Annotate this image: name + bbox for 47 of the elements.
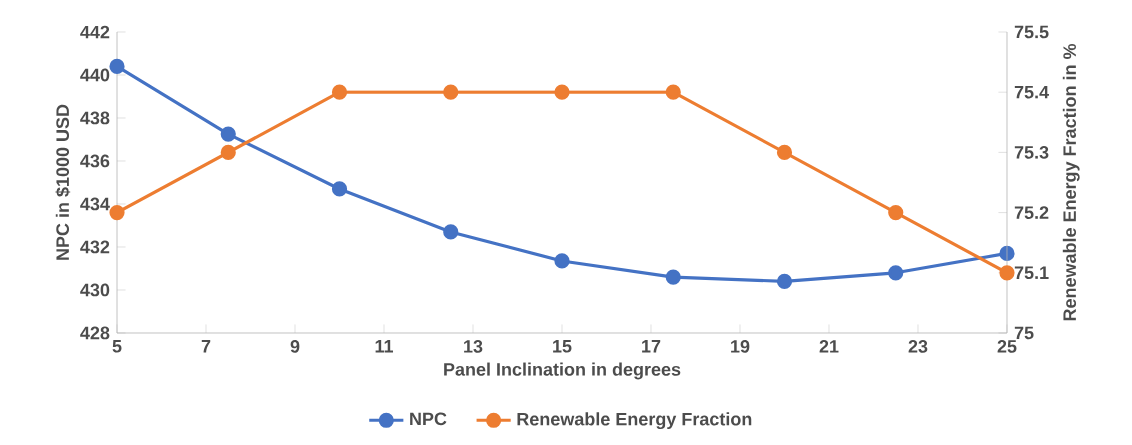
point (665, 84, 681, 100)
x-tick-label: 7 (201, 340, 211, 353)
point (776, 273, 793, 289)
x-tick-label: 25 (997, 340, 1017, 353)
y-tick-label: 442 (80, 25, 110, 39)
x-tick-label: 17 (642, 340, 661, 353)
x-tick-label: 9 (290, 340, 300, 353)
x-axis-title: Panel Inclination in degrees (444, 362, 681, 380)
y2-tick-label: 75.3 (1014, 146, 1049, 159)
y-axis-title: NPC in $1000 USD (55, 104, 71, 260)
y-tick-label: 428 (80, 326, 110, 340)
point (888, 204, 904, 221)
point (220, 126, 236, 142)
y-tick-label: 438 (80, 111, 110, 125)
y2-axis-title: Renewable Energy Fraction in % (1062, 43, 1080, 321)
point (888, 265, 904, 281)
point (554, 253, 570, 269)
point (220, 144, 236, 160)
point (109, 204, 125, 221)
y2-tick-label: 75 (1014, 326, 1034, 340)
y-tick-label: 440 (80, 68, 110, 82)
point (665, 269, 681, 285)
x-tick-label: 13 (464, 340, 483, 353)
point (331, 181, 348, 197)
point (331, 84, 348, 100)
x-tick-label: 15 (553, 340, 572, 353)
y-tick-label: 436 (80, 154, 110, 168)
x-tick-label: 21 (819, 340, 839, 353)
y2-tick-label: 75.4 (1014, 85, 1049, 99)
legend-label: Renewable Energy Fraction (517, 412, 752, 430)
y-tick-label: 434 (80, 197, 110, 211)
x-tick-label: 23 (908, 340, 928, 353)
point (443, 224, 459, 240)
point (999, 265, 1015, 281)
x-tick-label: 5 (112, 340, 122, 353)
y-tick-label: 432 (80, 240, 110, 254)
legend-label: NPC (410, 412, 447, 426)
y2-tick-label: 75.1 (1014, 266, 1049, 280)
x-tick-label: 11 (375, 340, 394, 353)
point (554, 84, 570, 100)
y-tick-label: 430 (80, 283, 110, 297)
x-tick-label: 19 (731, 340, 750, 353)
point (776, 144, 793, 160)
y2-tick-label: 75.5 (1014, 25, 1049, 39)
point (109, 58, 125, 74)
point (443, 84, 459, 100)
y2-tick-label: 75.2 (1014, 206, 1049, 219)
